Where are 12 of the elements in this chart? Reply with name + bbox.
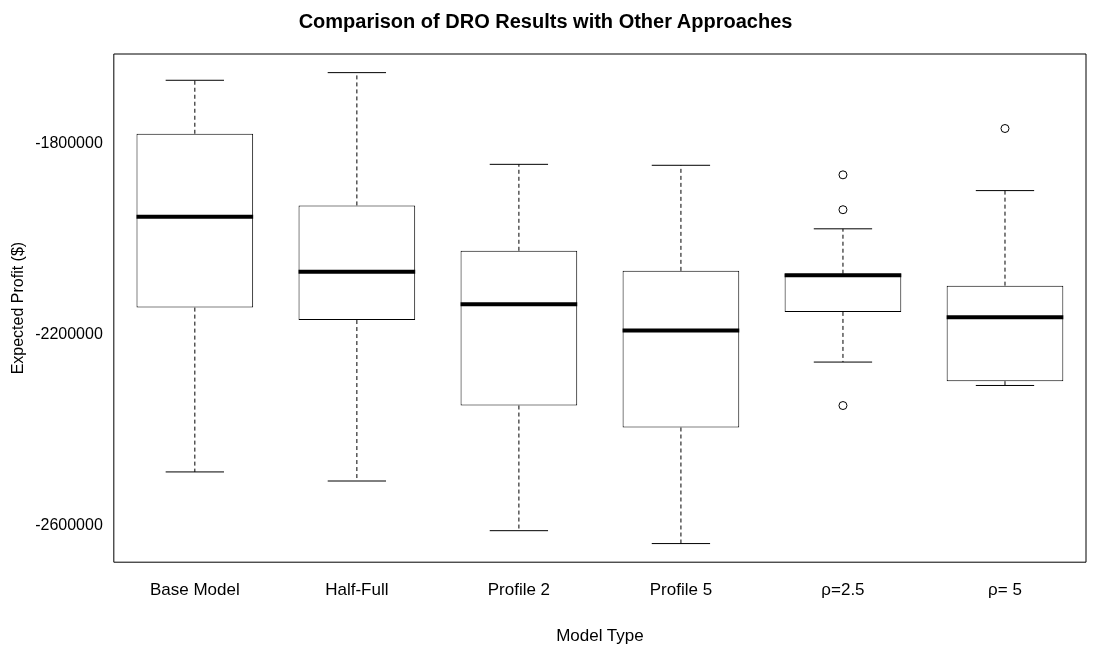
x-tick-label: Profile 2 — [487, 580, 551, 600]
x-tick-label: ρ=2.5 — [821, 580, 865, 600]
y-tick-label: -1800000 — [35, 133, 103, 151]
x-tick-label: Profile 5 — [649, 580, 713, 600]
chart-title: Comparison of DRO Results with Other Approaches — [298, 9, 793, 32]
x-tick-label: ρ= 5 — [988, 580, 1022, 600]
y-axis-title: Expected Profit ($) — [9, 241, 27, 375]
x-axis-title: Model Type — [556, 626, 644, 646]
y-tick-label: -2600000 — [35, 515, 103, 533]
y-tick-label: -2200000 — [35, 324, 103, 342]
x-tick-label: Base Model — [149, 580, 240, 600]
x-tick-label: Half-Full — [325, 580, 389, 600]
